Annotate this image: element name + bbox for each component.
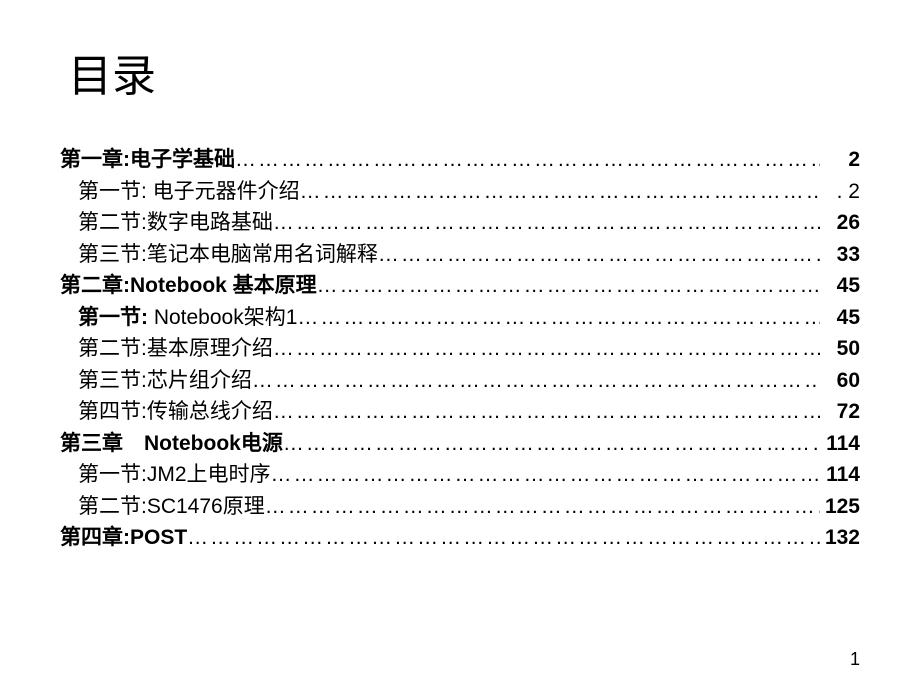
toc-label: 第四节:传输总线介绍 — [78, 396, 273, 428]
toc-page: . 2 — [820, 176, 860, 208]
toc-leader — [297, 302, 820, 334]
toc-leader — [283, 428, 820, 460]
toc-chapter-4: 第四章:POST 132 — [60, 522, 860, 554]
toc-chapter-1: 第一章:电子学基础 2 — [60, 144, 860, 176]
toc-page: 114 — [820, 428, 860, 460]
toc-label: 第三章 Notebook电源 — [60, 428, 283, 460]
toc-page: 2 — [820, 144, 860, 176]
toc-section-2-1: 第一节: Notebook架构1 45 — [78, 302, 860, 334]
toc-section-2-2: 第二节:基本原理介绍 50 — [78, 333, 860, 365]
toc-leader — [300, 176, 820, 208]
toc-page: 45 — [820, 302, 860, 334]
toc-page: 114 — [820, 459, 860, 491]
toc-section-1-1: 第一节: 电子元器件介绍 . 2 — [78, 176, 860, 208]
table-of-contents: 第一章:电子学基础 2 第一节: 电子元器件介绍 . 2 第二节:数字电路基础 … — [60, 144, 860, 554]
toc-label: 第三节:笔记本电脑常用名词解释 — [78, 239, 378, 271]
toc-label: 第二节:数字电路基础 — [78, 207, 273, 239]
toc-leader — [235, 144, 820, 176]
toc-title: 目录 — [68, 40, 860, 104]
toc-section-1-3: 第三节:笔记本电脑常用名词解释 33 — [78, 239, 860, 271]
toc-page: 50 — [820, 333, 860, 365]
toc-chapter-2: 第二章:Notebook 基本原理 45 — [60, 270, 860, 302]
toc-page: 72 — [820, 396, 860, 428]
toc-label: 第一节: Notebook架构1 — [78, 302, 297, 334]
toc-section-3-2: 第二节:SC1476原理 125 — [78, 491, 860, 523]
toc-section-2-3: 第三节:芯片组介绍 60 — [78, 365, 860, 397]
toc-label: 第三节:芯片组介绍 — [78, 365, 252, 397]
toc-label: 第二章:Notebook 基本原理 — [60, 270, 317, 302]
toc-label: 第一节: 电子元器件介绍 — [78, 176, 300, 208]
toc-leader — [273, 333, 820, 365]
toc-chapter-3: 第三章 Notebook电源 114 — [60, 428, 860, 460]
toc-page: 132 — [820, 522, 860, 554]
toc-label: 第一章:电子学基础 — [60, 144, 235, 176]
toc-leader — [265, 491, 820, 523]
toc-leader — [271, 459, 820, 491]
toc-section-1-2: 第二节:数字电路基础 26 — [78, 207, 860, 239]
page-number: 1 — [850, 649, 860, 670]
toc-leader — [187, 522, 820, 554]
toc-leader — [273, 396, 820, 428]
toc-page: 45 — [820, 270, 860, 302]
toc-label: 第二节:基本原理介绍 — [78, 333, 273, 365]
toc-section-3-1: 第一节:JM2上电时序 114 — [78, 459, 860, 491]
toc-page: 125 — [820, 491, 860, 523]
toc-page: 26 — [820, 207, 860, 239]
toc-label: 第一节:JM2上电时序 — [78, 459, 271, 491]
toc-leader — [317, 270, 820, 302]
toc-label: 第四章:POST — [60, 522, 187, 554]
toc-page: 60 — [820, 365, 860, 397]
toc-leader — [273, 207, 820, 239]
toc-leader — [378, 239, 820, 271]
toc-label: 第二节:SC1476原理 — [78, 491, 265, 523]
toc-leader — [252, 365, 820, 397]
toc-page: 33 — [820, 239, 860, 271]
toc-section-2-4: 第四节:传输总线介绍 72 — [78, 396, 860, 428]
